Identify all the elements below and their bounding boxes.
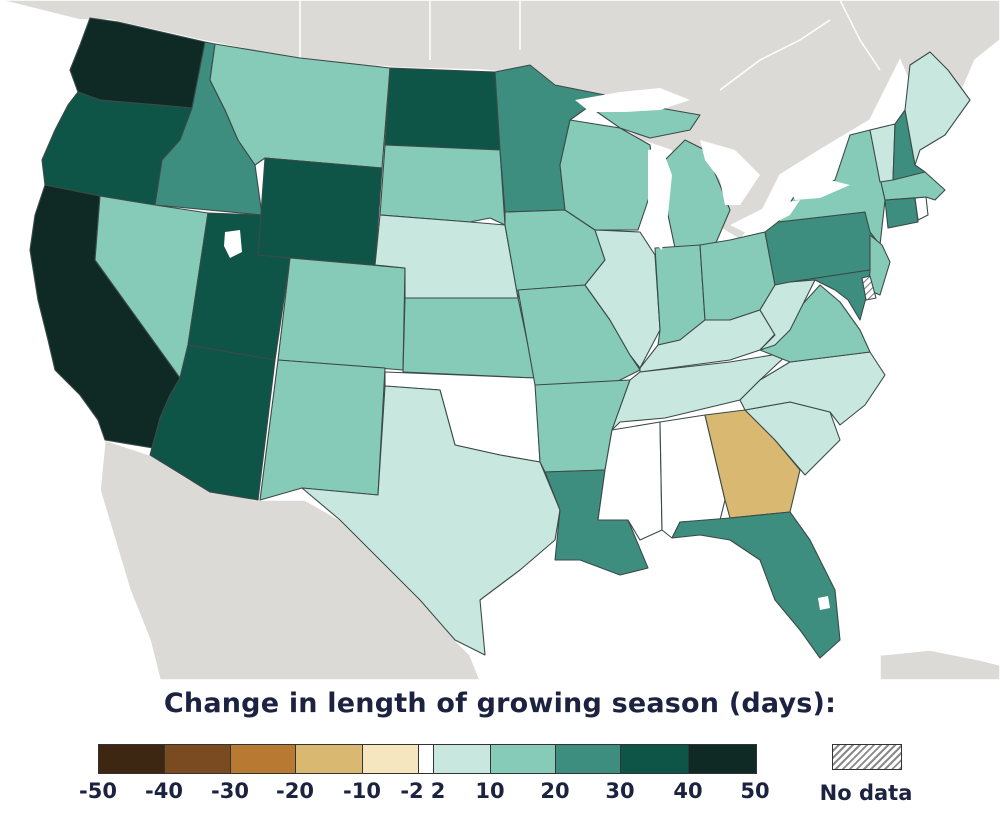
great-salt-lake (224, 230, 242, 258)
state-tx (301, 385, 561, 656)
state-nm (259, 359, 386, 501)
lake-superior (575, 88, 690, 112)
lake-okeechobee (818, 596, 830, 610)
legend-swatch (434, 745, 491, 773)
state-ks (402, 297, 536, 379)
legend-color-bar (98, 744, 757, 774)
legend-tick-label: 2 (430, 779, 446, 803)
state-me (904, 51, 971, 166)
legend-tick-label: 30 (605, 779, 635, 803)
legend-tick-label: 20 (540, 779, 570, 803)
legend-tick-label: 10 (475, 779, 505, 803)
state-md (789, 269, 871, 321)
no-data-label: No data (819, 781, 913, 805)
legend-swatch (99, 745, 165, 773)
legend-tick-label: 40 (673, 779, 703, 803)
legend-swatch (689, 745, 756, 773)
lake-michigan (648, 148, 672, 250)
state-sd (379, 144, 506, 226)
legend-swatch (419, 745, 434, 773)
legend-swatch (491, 745, 556, 773)
us-growing-season-map (0, 0, 1000, 680)
legend-tick-label: 50 (740, 779, 770, 803)
legend-swatch (231, 745, 296, 773)
state-fl (671, 511, 841, 659)
state-az (149, 344, 276, 501)
legend-tick-label: -50 (79, 779, 117, 803)
legend-swatch (556, 745, 621, 773)
legend-tick-label: -20 (276, 779, 314, 803)
legend-tick-label: -30 (211, 779, 249, 803)
lake-erie (730, 200, 800, 235)
state-ct (884, 197, 919, 229)
lake-huron (700, 140, 760, 205)
legend-swatch (296, 745, 363, 773)
lake-ontario (790, 180, 850, 200)
legend-tick-label: -2 (400, 779, 424, 803)
legend-swatch (621, 745, 689, 773)
state-mt (209, 43, 391, 169)
no-data-swatch (832, 744, 902, 770)
state-wy (257, 157, 383, 266)
legend-swatch (165, 745, 231, 773)
state-wi (559, 119, 656, 231)
cuba-land (879, 649, 1000, 680)
legend-swatch (363, 745, 419, 773)
state-de (861, 275, 877, 301)
legend-title: Change in length of growing season (days… (163, 688, 837, 719)
state-co (277, 257, 406, 371)
state-il (584, 229, 661, 369)
legend-tick-label: -10 (343, 779, 381, 803)
state-nc (739, 351, 886, 426)
state-nd (384, 67, 501, 151)
legend-tick-label: -40 (145, 779, 183, 803)
state-nh (892, 109, 926, 181)
